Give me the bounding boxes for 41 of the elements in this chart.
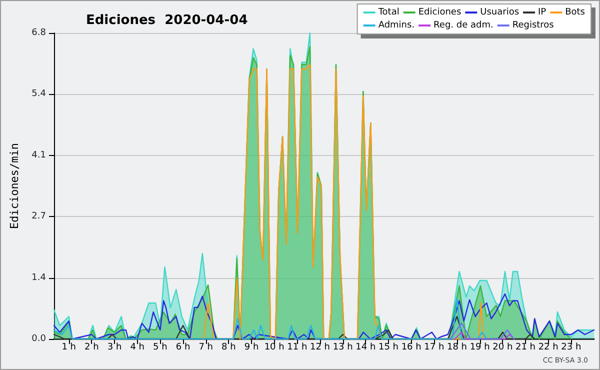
x-tick-label: 22 h <box>538 342 558 352</box>
x-tick-label: 15 h <box>378 342 399 352</box>
x-tick-label: 3 h <box>107 342 122 352</box>
y-axis-title: Ediciones/min <box>8 142 21 230</box>
x-tick-label: 8 h <box>222 342 236 352</box>
x-tick-label: 19 h <box>470 342 490 352</box>
y-tick-label: 4.1 <box>32 150 46 160</box>
legend-label: Admins. <box>378 20 415 30</box>
x-tick-label: 10 h <box>264 342 284 352</box>
legend-label: Bots <box>565 8 586 18</box>
legend-label: Ediciones <box>418 8 462 18</box>
chart-title: Ediciones 2020-04-04 <box>86 13 248 28</box>
x-tick-label: 20 h <box>492 342 513 352</box>
x-tick-label: 2 h <box>84 342 99 352</box>
x-tick-label: 13 h <box>332 342 353 352</box>
x-tick-label: 6 h <box>176 342 190 352</box>
x-tick-label: 4 h <box>130 342 144 352</box>
x-tick-label: 18 h <box>446 342 468 352</box>
y-tick-label: 0.0 <box>32 334 46 344</box>
x-tick-label: 23 h <box>561 342 582 352</box>
legend-label: IP <box>538 8 547 18</box>
y-tick-label: 2.7 <box>32 212 46 222</box>
x-tick-label: 14 h <box>356 342 376 352</box>
x-tick-label: 17 h <box>424 342 444 352</box>
legend-label: Registros <box>512 20 554 30</box>
x-tick-label: 7 h <box>198 342 213 352</box>
line-series <box>53 298 488 340</box>
x-tick-label: 21 h <box>515 342 536 352</box>
x-tick-label: 9 h <box>244 342 259 352</box>
y-tick-label: 6.8 <box>32 28 46 38</box>
legend-label: Usuarios <box>480 8 520 18</box>
x-tick-label: 12 h <box>310 342 330 352</box>
x-tick-label: 11 h <box>287 342 308 352</box>
legend-label: Total <box>377 8 400 18</box>
x-tick-label: 1 h <box>62 342 76 352</box>
x-tick-label: 5 h <box>153 342 168 352</box>
legend-label: Reg. de adm. <box>434 20 494 30</box>
line-series <box>202 64 484 340</box>
y-tick-label: 1.4 <box>32 272 46 283</box>
y-tick-label: 5.4 <box>32 89 46 100</box>
x-tick-label: 16 h <box>401 342 422 352</box>
